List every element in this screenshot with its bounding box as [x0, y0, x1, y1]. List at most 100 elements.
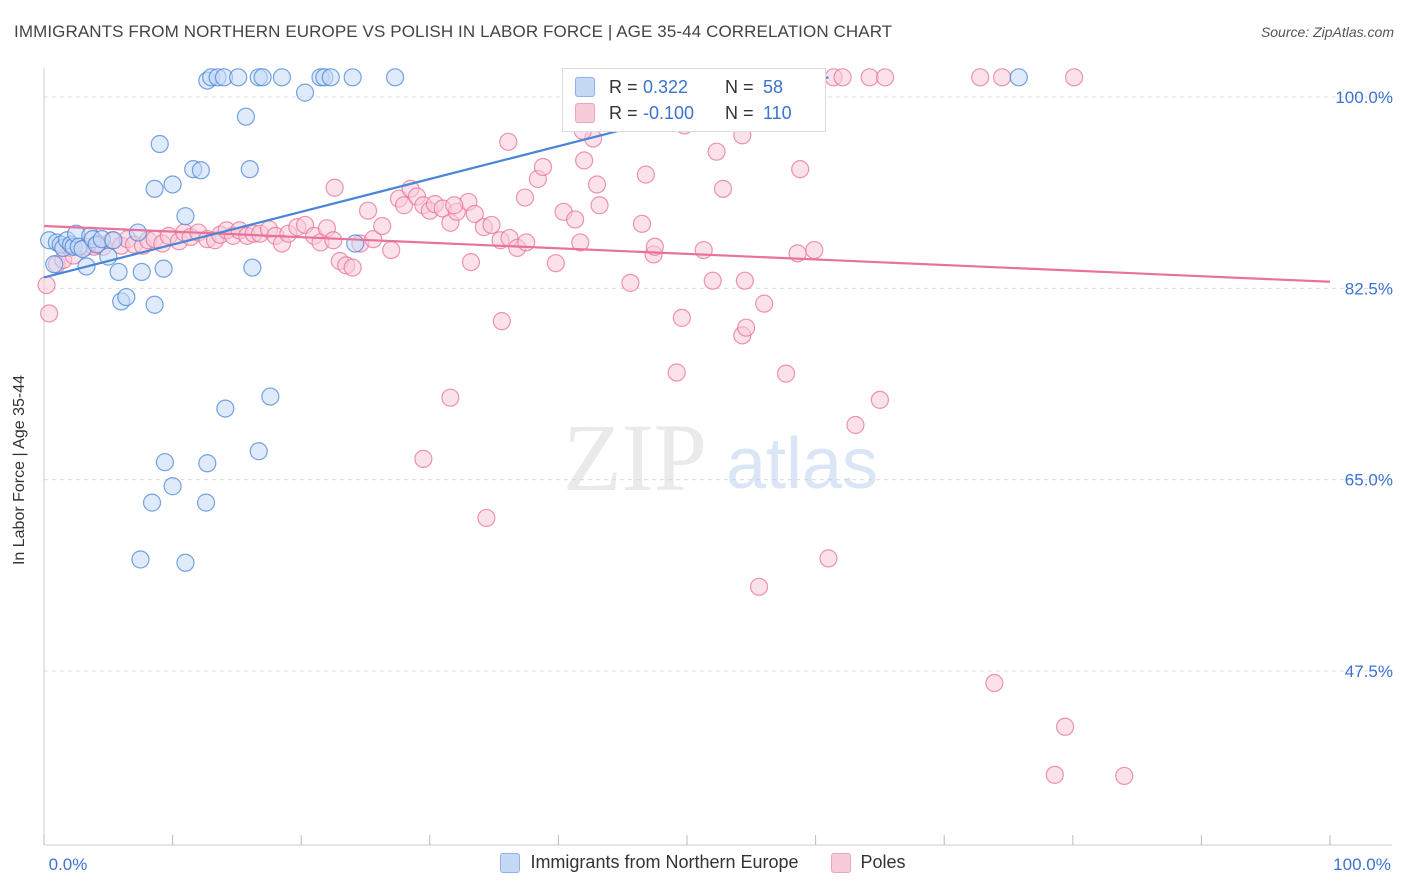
data-point — [37, 275, 56, 295]
data-point — [191, 161, 210, 180]
stats-swatch-blue — [575, 77, 595, 97]
data-point — [587, 175, 607, 194]
data-point — [154, 259, 173, 278]
data-point — [236, 107, 256, 126]
data-point — [461, 252, 481, 272]
data-point — [145, 179, 164, 198]
data-point — [499, 132, 518, 151]
data-point — [373, 216, 392, 236]
y-tick-label: 47.5% — [1345, 662, 1393, 681]
data-point — [735, 271, 754, 290]
stats-row-pink: R = -0.100 N = 110 — [575, 100, 792, 126]
data-point — [672, 308, 691, 327]
tick-labels: 100.0% 82.5% 65.0% 47.5% 0.0% 100.0% — [49, 88, 1393, 874]
data-point — [325, 178, 344, 197]
legend-item-poles[interactable]: Poles — [830, 852, 906, 873]
data-point — [198, 454, 217, 473]
data-point — [621, 273, 640, 292]
data-point — [346, 234, 365, 253]
data-point — [805, 240, 824, 260]
y-axis-label: In Labor Force | Age 35-44 — [11, 374, 28, 566]
data-point — [117, 287, 136, 307]
data-point — [546, 254, 565, 273]
data-point — [875, 68, 895, 87]
data-point — [992, 68, 1012, 87]
data-point — [482, 215, 501, 235]
data-point — [575, 151, 594, 170]
data-point — [150, 134, 169, 154]
data-point — [229, 68, 248, 87]
data-point — [272, 68, 292, 87]
chart-title: IMMIGRANTS FROM NORTHERN EUROPE VS POLIS… — [14, 22, 893, 41]
stats-r-label: R = — [609, 76, 638, 97]
data-point — [240, 160, 259, 179]
data-point — [142, 493, 162, 512]
data-point — [846, 415, 865, 435]
source-label: Source: ZipAtlas.com — [1260, 24, 1394, 40]
stats-swatch-pink — [575, 103, 595, 123]
data-point — [645, 237, 664, 256]
data-point — [414, 449, 433, 468]
stats-box: R = 0.322 N = 58 R = -0.100 N = 110 — [562, 68, 826, 132]
data-point — [791, 160, 810, 179]
data-point — [1055, 717, 1075, 736]
data-point — [1009, 68, 1028, 87]
data-point — [833, 68, 852, 87]
data-point — [321, 68, 340, 87]
data-point — [216, 399, 235, 418]
data-point — [492, 312, 511, 331]
data-point — [737, 318, 756, 337]
data-point — [694, 240, 713, 260]
data-point — [819, 549, 838, 568]
stats-row-blue: R = 0.322 N = 58 — [575, 74, 783, 100]
legend-swatch-pink — [830, 852, 851, 873]
data-point — [755, 294, 774, 313]
y-tick-label: 100.0% — [1335, 88, 1393, 107]
legend-swatch-blue — [500, 852, 521, 873]
data-point — [343, 68, 362, 87]
data-point — [985, 673, 1004, 693]
stats-n-value: 58 — [763, 76, 784, 97]
watermark-zip: ZIP — [563, 404, 707, 511]
stats-r-value: 0.322 — [643, 76, 689, 97]
legend-item-northern-europe[interactable]: Immigrants from Northern Europe — [500, 852, 799, 873]
data-point — [249, 442, 268, 461]
data-point — [45, 255, 64, 274]
series-northern-europe-points — [40, 68, 1028, 572]
data-point — [445, 196, 464, 215]
data-point — [713, 179, 733, 198]
data-point — [1064, 68, 1084, 87]
data-point — [394, 196, 414, 215]
stats-n-value: 110 — [763, 102, 792, 123]
data-point — [636, 165, 655, 184]
stats-r-value: -0.100 — [643, 102, 695, 123]
data-point — [253, 68, 272, 87]
stats-r-label: R = — [609, 102, 638, 123]
data-point — [324, 231, 343, 250]
data-point — [776, 364, 796, 383]
data-point — [196, 493, 216, 512]
data-point — [358, 201, 378, 220]
watermark-atlas: atlas — [726, 424, 878, 504]
data-point — [1115, 766, 1134, 786]
data-point — [163, 477, 182, 496]
data-point — [571, 233, 590, 252]
legend: Immigrants from Northern Europe Poles — [0, 852, 1406, 873]
x-tick-label: 0.0% — [49, 855, 88, 874]
legend-label: Poles — [860, 852, 906, 872]
y-tick-label: 65.0% — [1345, 471, 1393, 490]
data-point — [515, 188, 535, 207]
data-point — [667, 363, 686, 382]
data-point — [176, 553, 195, 572]
data-point — [465, 204, 484, 224]
data-point — [1045, 765, 1064, 784]
data-point — [703, 271, 722, 290]
x-tick-label: 100.0% — [1333, 855, 1391, 874]
data-point — [261, 387, 280, 406]
trend-line — [43, 224, 1331, 283]
data-point — [295, 83, 315, 102]
data-point — [40, 304, 59, 323]
data-point — [749, 577, 769, 596]
data-point — [860, 68, 879, 87]
